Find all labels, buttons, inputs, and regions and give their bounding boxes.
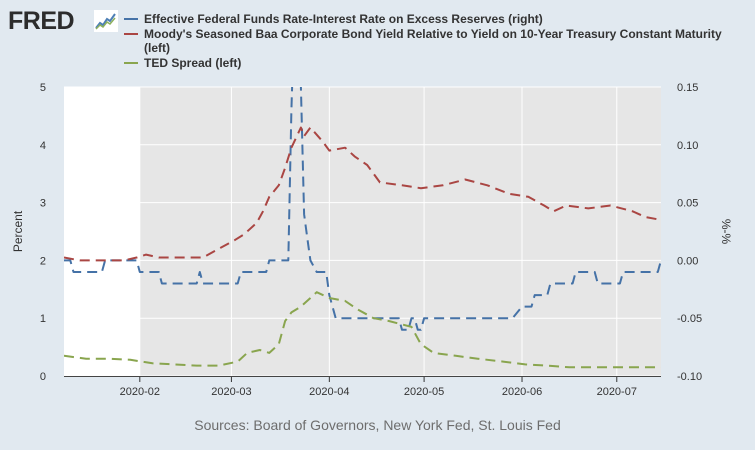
fred-logo-text: FRED: [8, 7, 75, 35]
legend-label: Effective Federal Funds Rate-Interest Ra…: [144, 12, 543, 26]
x-axis-tick-label: 2020-04: [309, 386, 349, 398]
legend-item-ted-spread[interactable]: TED Spread (left): [124, 56, 744, 70]
series-baa-treasury-spread-line[interactable]: [64, 126, 661, 262]
chart-legend: Effective Federal Funds Rate-Interest Ra…: [124, 12, 744, 71]
left-axis-tick-label: 0: [40, 371, 46, 383]
legend-label: TED Spread (left): [144, 56, 242, 70]
left-axis-tick-label: 1: [40, 313, 46, 325]
legend-item-effr-ioer[interactable]: Effective Federal Funds Rate-Interest Ra…: [124, 12, 744, 26]
left-axis-tick-label: 3: [40, 198, 46, 210]
fred-graph-icon: [94, 10, 118, 32]
series-lines: [64, 6, 661, 369]
line-chart: 0 1 2 3 4 5 -0.10 -0.05 0.00 0.05 0.10 0.15 2020-02 2…: [11, 6, 733, 398]
series-ted-spread-line[interactable]: [64, 291, 661, 369]
legend-swatch-red: [124, 33, 138, 35]
legend-label: Moody's Seasoned Baa Corporate Bond Yiel…: [144, 27, 722, 55]
x-axis-tick-label: 2020-06: [502, 386, 542, 398]
right-axis-tick-label: 0.10: [677, 140, 698, 152]
axes: 0 1 2 3 4 5 -0.10 -0.05 0.00 0.05 0.10 0.15 2020-02 2…: [11, 82, 733, 398]
x-axis-tick-label: 2020-02: [120, 386, 160, 398]
fred-logo[interactable]: FRED: [8, 8, 118, 34]
left-axis-tick-label: 2: [40, 255, 46, 267]
left-axis-tick-label: 5: [40, 82, 46, 94]
x-axis-tick-label: 2020-07: [597, 386, 637, 398]
right-axis-tick-label: -0.10: [677, 371, 702, 383]
x-axis-tick-label: 2020-05: [404, 386, 444, 398]
right-axis-tick-label: -0.05: [677, 313, 702, 325]
source-note: Sources: Board of Governors, New York Fe…: [194, 417, 561, 433]
legend-swatch-green: [124, 62, 138, 64]
right-axis-tick-label: 0.15: [677, 82, 698, 94]
right-axis-tick-label: 0.00: [677, 255, 698, 267]
shaded-region: [139, 87, 662, 376]
right-axis-tick-label: 0.05: [677, 198, 698, 210]
right-axis-title: %-%: [719, 219, 733, 245]
left-axis-title: Percent: [11, 210, 25, 252]
series-effr-ioer-line[interactable]: [64, 6, 661, 331]
left-axis-tick-label: 4: [40, 140, 46, 152]
legend-swatch-blue: [124, 18, 138, 20]
legend-item-baa-spread[interactable]: Moody's Seasoned Baa Corporate Bond Yiel…: [124, 27, 744, 55]
x-axis-tick-label: 2020-03: [211, 386, 251, 398]
